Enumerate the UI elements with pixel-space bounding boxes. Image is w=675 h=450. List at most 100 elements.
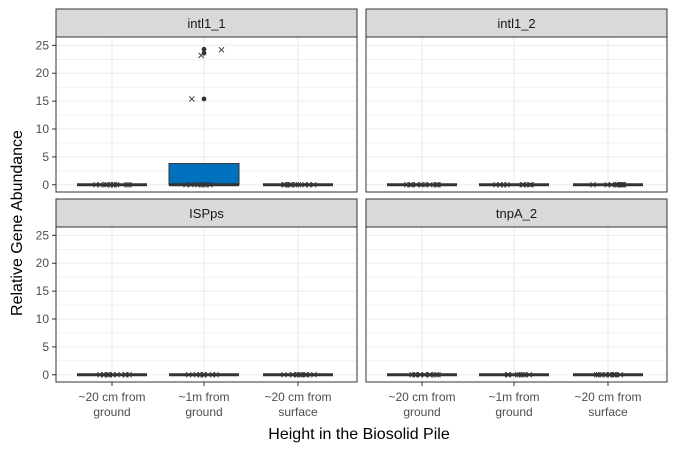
jitter-point xyxy=(505,371,512,378)
jitter-point xyxy=(421,181,428,188)
x-tick-label: ~20 cm from surface xyxy=(264,390,331,419)
jitter-point xyxy=(114,371,120,378)
panel-intl1_1: intl1_1 0 5 10 15 20 25 xyxy=(36,8,358,193)
jitter-point xyxy=(188,95,195,102)
jitter-point xyxy=(126,371,132,378)
jitter-point xyxy=(183,181,189,188)
jitter-point xyxy=(597,371,604,378)
x-axis-title: Height in the Biosolid Pile xyxy=(268,426,450,443)
jitter-point xyxy=(500,181,507,188)
x-tick-label: ~1m from ground xyxy=(178,390,229,419)
jitter-point xyxy=(310,371,317,378)
y-tick-label: 15 xyxy=(36,284,50,298)
jitter-point xyxy=(604,181,611,188)
jitter-point xyxy=(612,371,619,378)
jitter-point xyxy=(619,181,626,188)
box-0 xyxy=(387,371,457,378)
facet-label: ISPps xyxy=(189,206,224,221)
jitter-point xyxy=(102,181,109,188)
jitter-point xyxy=(435,371,441,378)
jitter-point xyxy=(433,181,440,188)
panel-background xyxy=(366,37,667,192)
box-2 xyxy=(263,181,333,188)
y-tick-label: 25 xyxy=(36,228,50,242)
box-1 xyxy=(168,46,240,188)
jitter-point xyxy=(521,371,528,378)
box-0 xyxy=(77,181,147,188)
facet-label: tnpA_2 xyxy=(496,206,537,221)
jitter-point xyxy=(287,181,294,188)
panel-ISPps: ISPps 0 5 10 15 20 25 ~20 cm from ground ~1m from… xyxy=(36,198,358,419)
jitter-point xyxy=(526,371,533,378)
jitter-point xyxy=(100,371,107,378)
jitter-point xyxy=(526,181,533,188)
facet-strip xyxy=(55,8,358,38)
facet-strip xyxy=(365,198,668,228)
panel-border xyxy=(55,226,358,383)
box-0 xyxy=(387,181,457,188)
y-axis-title: Relative Gene Abundance xyxy=(9,130,26,316)
y-tick-label: 10 xyxy=(36,312,50,326)
y-tick-label: 10 xyxy=(36,122,50,136)
y-tick-label: 25 xyxy=(36,38,50,52)
box-0 xyxy=(77,371,147,378)
jitter-point xyxy=(519,181,526,188)
y-tick-label: 5 xyxy=(42,150,49,164)
jitter-point xyxy=(618,181,625,188)
jitter-point xyxy=(433,371,440,378)
jitter-point xyxy=(310,181,317,188)
y-tick-label: 20 xyxy=(36,66,50,80)
x-tick-label: ~1m from ground xyxy=(488,390,539,419)
box-1 xyxy=(479,181,549,188)
jitter-point xyxy=(295,181,302,188)
box-2 xyxy=(263,371,333,378)
jitter-point xyxy=(213,371,219,378)
jitter-point xyxy=(296,371,303,378)
jitter-point xyxy=(421,371,428,378)
box-2 xyxy=(573,371,643,378)
jitter-point xyxy=(520,181,527,188)
jitter-point xyxy=(198,52,205,59)
facet-strip xyxy=(55,198,358,228)
outlier-point xyxy=(201,96,207,102)
y-tick-label: 0 xyxy=(42,368,49,382)
jitter-point xyxy=(287,181,294,188)
jitter-point xyxy=(302,371,309,378)
box-1 xyxy=(169,371,239,378)
jitter-point xyxy=(426,371,433,378)
jitter-point xyxy=(435,181,441,188)
x-tick-label: ~20 cm from surface xyxy=(574,390,641,419)
panel-background xyxy=(366,227,667,382)
panel-border xyxy=(365,36,668,193)
jitter-point xyxy=(407,181,413,188)
jitter-point xyxy=(185,371,192,378)
jitter-point xyxy=(126,181,132,188)
jitter-point xyxy=(206,181,213,188)
x-tick-label: ~20 cm from ground xyxy=(78,390,145,419)
box-2 xyxy=(573,181,643,188)
panel-border xyxy=(365,226,668,383)
jitter-point xyxy=(411,371,418,378)
jitter-point xyxy=(187,181,194,188)
facet-strip xyxy=(365,8,668,38)
jitter-point xyxy=(110,181,117,188)
jitter-point xyxy=(610,371,617,378)
jitter-point xyxy=(282,181,289,188)
jitter-point xyxy=(413,181,420,188)
facet-panels: intl1_1 0 5 10 15 20 25 intl1_2 ISPps 0 5 10 15 20 25 ~… xyxy=(36,8,668,419)
jitter-point xyxy=(409,371,416,378)
jitter-point xyxy=(493,181,499,188)
panel-intl1_2: intl1_2 xyxy=(365,8,668,193)
jitter-point xyxy=(590,181,596,188)
jitter-point xyxy=(298,371,304,378)
jitter-point xyxy=(417,371,424,378)
jitter-point xyxy=(218,46,225,53)
panel-background xyxy=(56,227,357,382)
jitter-point xyxy=(504,371,511,378)
jitter-point xyxy=(514,371,521,378)
facet-label: intl1_2 xyxy=(497,16,535,31)
jitter-point xyxy=(426,181,433,188)
jitter-point xyxy=(606,371,612,378)
y-tick-label: 20 xyxy=(36,256,50,270)
